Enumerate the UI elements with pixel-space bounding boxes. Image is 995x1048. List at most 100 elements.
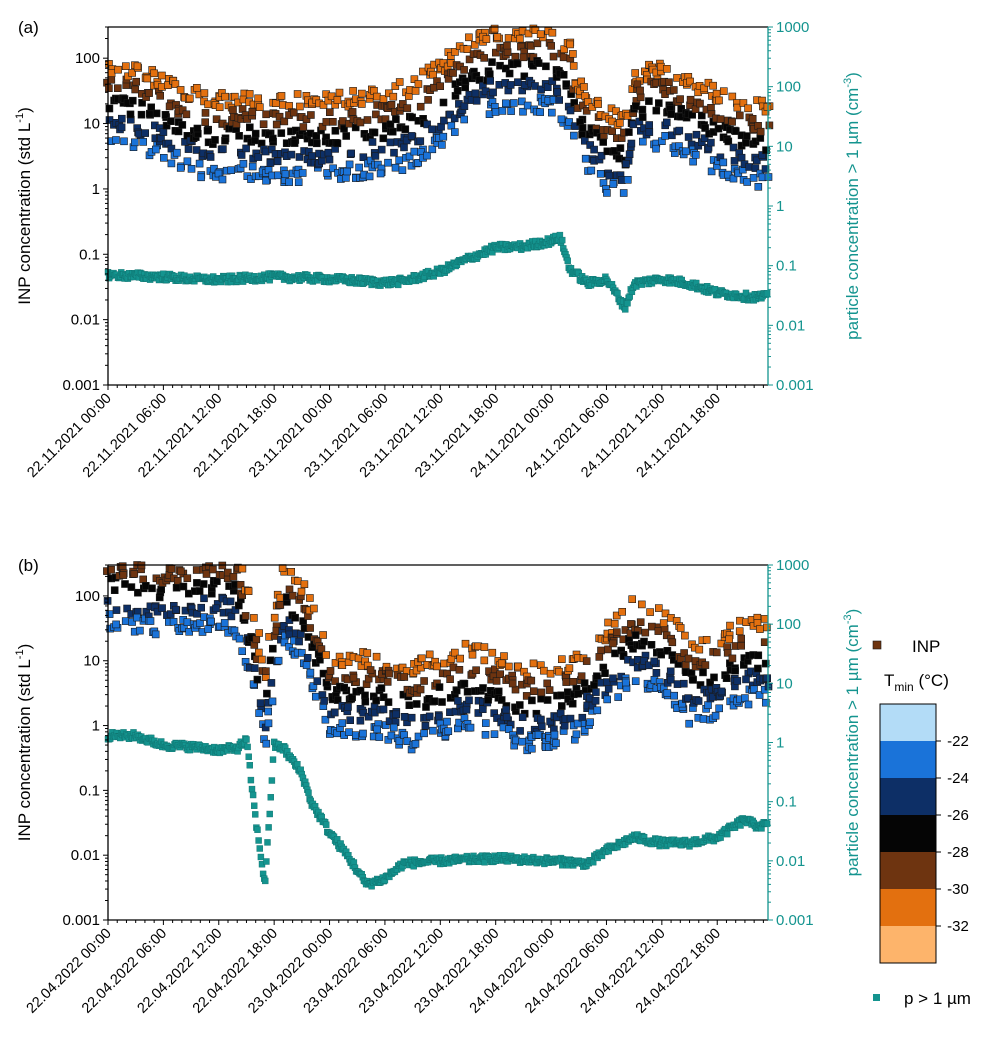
inp-point — [236, 580, 245, 589]
y-tick-label-left: 1 — [92, 181, 100, 198]
inp-point — [161, 111, 170, 119]
inp-point — [158, 71, 166, 80]
inp-point — [346, 716, 355, 725]
inp-point — [271, 99, 280, 107]
inp-point — [107, 69, 116, 77]
inp-point — [246, 123, 254, 132]
inp-point — [242, 144, 250, 153]
inp-point — [218, 175, 227, 184]
inp-point — [614, 693, 623, 701]
inp-point — [235, 634, 244, 643]
inp-point — [129, 96, 137, 105]
inp-point — [709, 81, 717, 90]
inp-point — [689, 676, 697, 684]
inp-point — [481, 719, 490, 727]
inp-point — [123, 604, 131, 613]
inp-point — [294, 577, 302, 585]
inp-point — [623, 176, 632, 184]
inp-point — [202, 570, 211, 578]
panel-a: (a) 0.001 0.01 0.1 1 10 100 0.001 0.01 0.1 1 10 100 1… — [14, 18, 862, 481]
inp-point — [300, 580, 309, 589]
inp-point — [677, 105, 686, 113]
particle-point — [564, 257, 571, 264]
inp-point — [570, 131, 578, 140]
y-tick-label-right: 1000 — [776, 19, 809, 36]
inp-point — [662, 118, 671, 127]
y-tick-label-left: 0.01 — [71, 312, 100, 329]
inp-point — [596, 170, 605, 178]
inp-point — [262, 739, 271, 748]
inp-point — [536, 715, 545, 724]
inp-point — [736, 616, 744, 625]
inp-point — [547, 108, 556, 117]
inp-point — [340, 124, 348, 133]
inp-point — [235, 132, 243, 140]
inp-point — [553, 88, 562, 97]
inp-point — [376, 169, 385, 178]
inp-point — [361, 697, 370, 706]
inp-point — [183, 157, 192, 166]
inp-point — [254, 153, 263, 161]
inp-point — [248, 108, 257, 116]
inp-point — [594, 100, 602, 108]
inp-point — [762, 146, 770, 154]
y-tick-label-right: 10 — [776, 675, 793, 692]
inp-point — [666, 675, 675, 684]
inp-point — [440, 659, 448, 668]
inp-point — [756, 625, 764, 633]
inp-point — [403, 104, 412, 112]
inp-point — [306, 594, 314, 602]
inp-point — [723, 648, 732, 657]
inp-point — [712, 648, 721, 657]
inp-point — [214, 169, 223, 178]
inp-point — [569, 677, 578, 686]
inp-point — [590, 681, 598, 689]
particle-point — [334, 836, 341, 843]
inp-point — [735, 111, 744, 120]
inp-point — [435, 712, 443, 721]
inp-point — [754, 651, 763, 660]
inp-legend-label: INP — [912, 637, 940, 656]
inp-point — [221, 136, 229, 145]
inp-point — [562, 678, 571, 686]
inp-point — [691, 151, 700, 159]
inp-point — [760, 615, 769, 623]
inp-point — [593, 672, 601, 681]
inp-point — [605, 171, 614, 180]
inp-point — [203, 126, 212, 135]
inp-point — [470, 40, 479, 49]
inp-point — [712, 89, 721, 98]
inp-point — [500, 652, 508, 660]
inp-point — [612, 628, 621, 636]
y-tick-label-left: 1 — [92, 718, 100, 735]
inp-point — [417, 654, 426, 663]
inp-point — [641, 628, 650, 637]
inp-point — [120, 137, 128, 146]
inp-point — [460, 679, 469, 688]
inp-point — [665, 78, 673, 86]
inp-point — [313, 677, 322, 685]
inp-point — [333, 139, 342, 148]
inp-point — [676, 624, 685, 632]
inp-point — [719, 158, 728, 167]
inp-point — [503, 41, 511, 50]
inp-point — [237, 151, 246, 159]
inp-point — [527, 744, 536, 753]
inp-point — [172, 583, 181, 592]
inp-point — [513, 59, 522, 68]
inp-point — [627, 139, 636, 148]
inp-point — [763, 623, 771, 632]
inp-point — [493, 33, 502, 41]
inp-point — [195, 587, 204, 595]
inp-point — [480, 656, 489, 665]
inp-point — [182, 110, 191, 119]
colorbar-frame — [879, 703, 937, 964]
particle-point — [249, 791, 257, 799]
inp-point — [306, 624, 314, 632]
inp-point — [446, 110, 455, 119]
colorbar-tick-label: -30 — [947, 881, 969, 898]
inp-point — [468, 650, 477, 659]
panel-label: (a) — [18, 18, 39, 37]
inp-point — [428, 145, 437, 154]
